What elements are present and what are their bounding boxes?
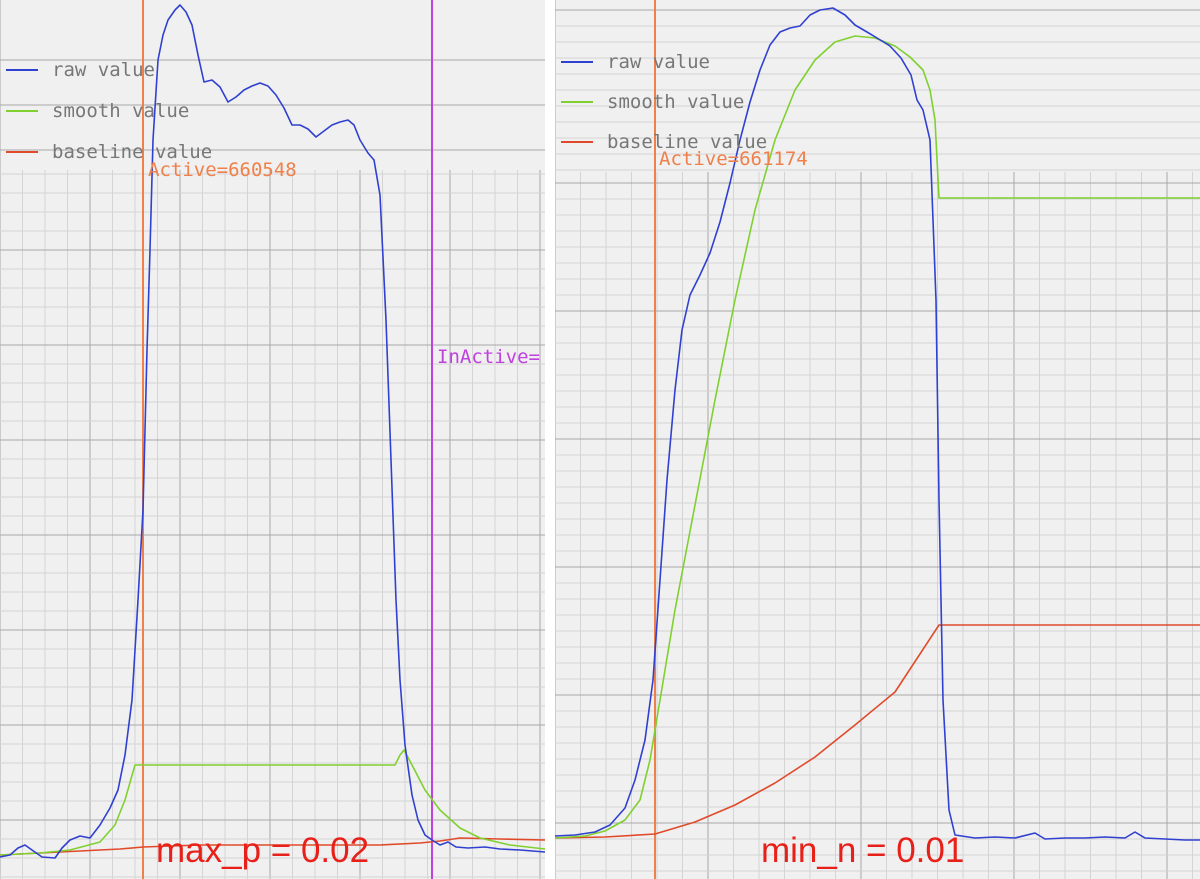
legend-label: baseline value bbox=[52, 141, 213, 163]
chart-plot-left bbox=[0, 0, 545, 879]
baseline-value-line bbox=[555, 624, 1200, 839]
baseline-value-line bbox=[0, 837, 545, 856]
smooth-value-line bbox=[0, 749, 545, 856]
chart-plot-right bbox=[555, 0, 1200, 879]
legend-label: smooth value bbox=[607, 91, 745, 113]
legend-label: raw value bbox=[607, 51, 710, 73]
marker-label-active: Active=660548 bbox=[148, 159, 297, 181]
raw-value-line bbox=[0, 4, 545, 859]
legend-swatch bbox=[561, 141, 593, 143]
smooth-value-line bbox=[555, 35, 1200, 839]
chart-caption-right: min_n = 0.01 bbox=[761, 831, 965, 870]
chart-panel-left: raw value smooth value baseline value Ac… bbox=[0, 0, 545, 879]
marker-label-active: Active=661174 bbox=[659, 148, 808, 170]
legend-swatch bbox=[6, 110, 38, 112]
raw-value-line bbox=[555, 7, 1200, 841]
legend-swatch bbox=[6, 69, 38, 71]
legend-background bbox=[555, 0, 1200, 172]
legend-swatch bbox=[561, 101, 593, 103]
legend-label: raw value bbox=[52, 59, 155, 81]
legend-swatch bbox=[561, 61, 593, 63]
legend-background bbox=[0, 0, 545, 170]
chart-caption-left: max_p = 0.02 bbox=[156, 831, 370, 870]
chart-panel-right: raw value smooth value baseline value Ac… bbox=[555, 0, 1200, 879]
legend-label: baseline value bbox=[607, 131, 768, 153]
legend-label: smooth value bbox=[52, 100, 190, 122]
marker-label-inactive: InActive= bbox=[437, 346, 540, 368]
legend-swatch bbox=[6, 151, 38, 153]
